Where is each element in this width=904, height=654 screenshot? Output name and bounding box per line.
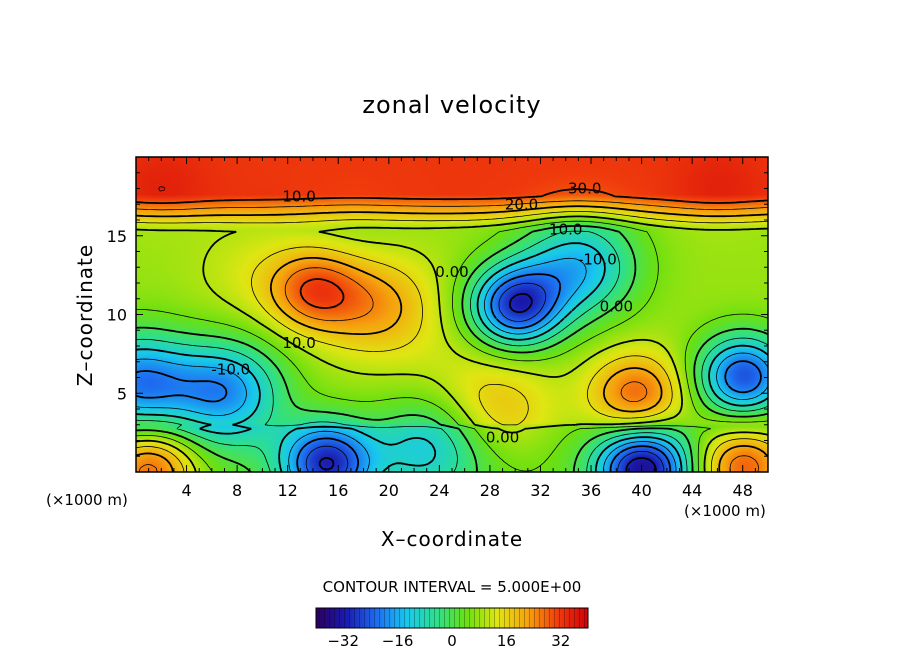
colorbar-ticks: −32 −16 0 16 32: [327, 632, 570, 650]
contour-line: [136, 220, 768, 472]
x-unit-left: (×1000 m): [46, 491, 128, 509]
x-tick-label: 20: [379, 481, 399, 500]
colorbar-frame: [315, 607, 589, 629]
colorbar: −32 −16 0 16 32: [315, 607, 589, 650]
contour-label: 10.0: [549, 220, 582, 238]
x-tick-label: 48: [733, 481, 753, 500]
x-tick-label: 44: [682, 481, 702, 500]
contour-line: [305, 282, 665, 472]
contour-label-group: 10.0 20.0 30.0 10.0 -10.0 0.00 0.00 10.0 -10.0 0.…: [211, 180, 633, 447]
x-axis-label: X–coordinate: [381, 527, 523, 551]
contour-label: 0.00: [486, 428, 519, 446]
velocity-field: [136, 157, 768, 472]
contour-label: -10.0: [211, 361, 250, 379]
chart-title: zonal velocity: [362, 91, 541, 119]
colorbar-tick-label: 16: [497, 632, 516, 650]
contour-line: [136, 225, 768, 472]
contour-line: [136, 273, 762, 472]
x-tick-label: 36: [581, 481, 601, 500]
x-tick-label: 40: [631, 481, 651, 500]
contour-line: [136, 230, 768, 472]
contour-label: 30.0: [568, 180, 601, 198]
y-axis-label: Z–coordinate: [73, 244, 97, 386]
colorbar-tick-label: −32: [327, 632, 359, 650]
contour-line: [136, 200, 768, 472]
colorbar-stripes: [316, 608, 588, 628]
contour-label: 20.0: [505, 195, 538, 213]
contour-label: 10.0: [282, 334, 315, 352]
contour-label: -10.0: [578, 250, 617, 268]
contour-line: [136, 257, 768, 472]
colorbar-tick-label: 32: [551, 632, 570, 650]
x-tick-label: 32: [530, 481, 550, 500]
contour-lines: [136, 186, 768, 472]
contour-line: [136, 242, 768, 472]
x-tick-label: 28: [480, 481, 500, 500]
contour-line: [158, 186, 166, 192]
colorbar-tick-label: −16: [382, 632, 414, 650]
y-tick-label: 15: [107, 227, 127, 246]
x-tick-label: 8: [232, 481, 242, 500]
contour-line: [136, 211, 768, 472]
contour-line: [136, 205, 768, 472]
x-tick-label: 4: [181, 481, 191, 500]
y-tick-label: 5: [117, 384, 127, 403]
contour-label: 0.00: [435, 263, 468, 281]
contour-label: 10.0: [282, 187, 315, 205]
x-unit-right: (×1000 m): [684, 502, 766, 520]
contour-line: [318, 293, 657, 472]
plot-area: 10.0 20.0 30.0 10.0 -10.0 0.00 0.00 10.0 -10.0 0.…: [107, 156, 769, 500]
x-tick-label: 16: [328, 481, 348, 500]
y-tick-label: 10: [107, 306, 127, 325]
contour-line: [136, 188, 768, 309]
colorbar-tick-label: 0: [447, 632, 457, 650]
contour-label: 0.00: [600, 298, 633, 316]
x-tick-label: 24: [429, 481, 449, 500]
x-tick-label: 12: [278, 481, 298, 500]
contour-line: [136, 215, 768, 472]
contour-interval-text: CONTOUR INTERVAL = 5.000E+00: [323, 578, 582, 596]
